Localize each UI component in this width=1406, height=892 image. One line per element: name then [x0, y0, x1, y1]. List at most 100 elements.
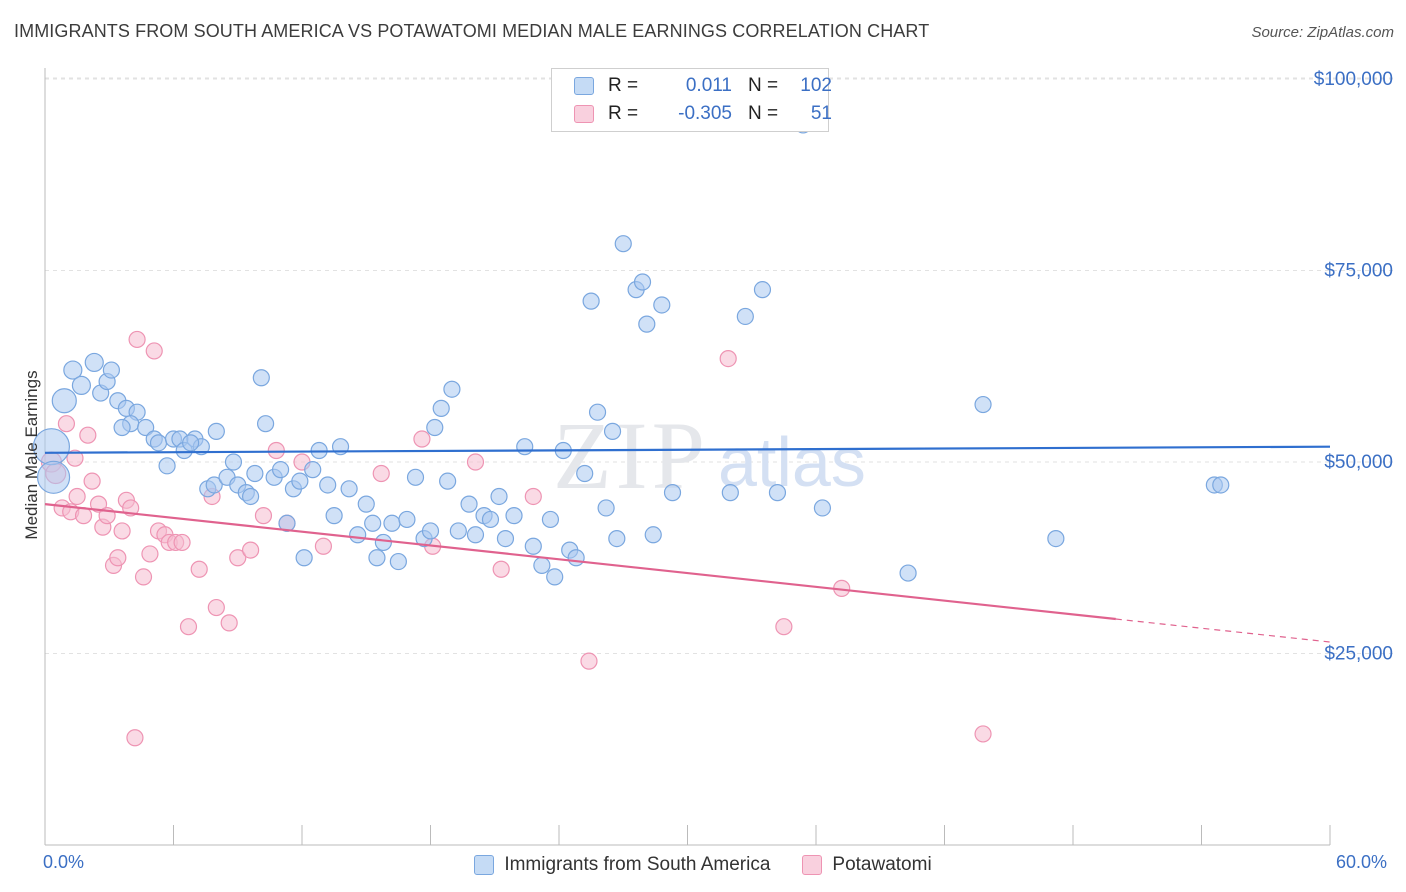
- south-america-point: [113, 418, 131, 437]
- potawatomi-point: [134, 568, 153, 586]
- south-america-point: [224, 453, 243, 471]
- y-tick-label: $100,000: [1314, 69, 1393, 90]
- legend-r-label: R =: [608, 103, 639, 124]
- potawatomi-point: [113, 522, 131, 540]
- south-america-point: [319, 476, 337, 494]
- south-america-point: [768, 484, 787, 502]
- trend-lines: [44, 445, 1331, 643]
- potawatomi-point: [207, 598, 225, 617]
- potawatomi-point: [267, 441, 285, 460]
- potawatomi-point: [141, 545, 159, 563]
- potawatomi-point: [68, 487, 86, 506]
- y-tick-labels: $25,000 $50,000 $75,000 $100,000: [1314, 69, 1393, 665]
- legend-n-label: N =: [748, 103, 779, 124]
- potawatomi-point: [524, 487, 542, 506]
- y-tick-label: $50,000: [1324, 452, 1393, 473]
- trend-line-south-america: [44, 445, 1331, 454]
- source-attribution: Source: ZipAtlas.com: [1251, 24, 1394, 41]
- potawatomi-point: [126, 729, 144, 747]
- potawatomi-point: [492, 560, 510, 578]
- chart-title: IMMIGRANTS FROM SOUTH AMERICA VS POTAWAT…: [14, 21, 930, 41]
- y-tick-label: $25,000: [1324, 644, 1393, 665]
- potawatomi-point: [775, 618, 793, 636]
- south-america-point: [813, 499, 832, 517]
- south-america-point: [205, 476, 223, 494]
- y-tick-label: $75,000: [1324, 261, 1393, 282]
- series-legend: Immigrants from South America Potawatomi: [0, 852, 1406, 878]
- watermark: ZIP atlas: [553, 402, 866, 509]
- potawatomi-point: [242, 541, 260, 559]
- potawatomi-point: [314, 537, 333, 555]
- potawatomi-point: [128, 330, 146, 349]
- south-america-point: [374, 533, 392, 552]
- potawatomi-point: [229, 549, 247, 567]
- x-axis-max-label: 60.0%: [1336, 852, 1388, 872]
- south-america-point: [481, 510, 500, 529]
- south-america-point: [63, 360, 83, 380]
- south-america-point: [84, 352, 104, 373]
- south-america-point: [51, 388, 77, 414]
- south-america-point: [102, 361, 120, 379]
- south-america-point: [246, 464, 264, 483]
- legend-swatch-pink: [574, 105, 594, 123]
- potawatomi-point: [79, 426, 97, 444]
- south-america-point: [389, 552, 407, 571]
- south-america-point: [638, 315, 656, 333]
- x-axis: [44, 68, 1331, 846]
- legend-r-value: 0.011: [685, 75, 732, 96]
- potawatomi-point: [413, 430, 431, 448]
- south-america-point: [644, 526, 662, 544]
- south-america-point: [137, 418, 155, 437]
- potawatomi-point: [254, 507, 273, 525]
- potawatomi-point: [109, 549, 127, 567]
- south-america-point: [736, 307, 754, 326]
- south-america-point: [496, 529, 515, 548]
- south-america-point: [349, 526, 367, 544]
- legend-row-south-america: R = 0.011 N = 102: [574, 73, 832, 99]
- south-america-point: [158, 457, 176, 475]
- south-america-point: [582, 292, 600, 310]
- south-america-point: [256, 415, 275, 433]
- south-america-point: [278, 514, 296, 532]
- south-america-point: [439, 472, 457, 490]
- south-america-point: [541, 510, 560, 529]
- south-america-point: [588, 403, 607, 421]
- south-america-point: [304, 461, 322, 479]
- south-america-point: [633, 273, 652, 291]
- south-america-point: [460, 495, 478, 513]
- legend-n-value: 51: [810, 103, 832, 124]
- south-america-point: [899, 564, 917, 582]
- legend-swatch-blue: [574, 77, 594, 95]
- legend-n-value: 102: [800, 75, 832, 96]
- south-america-point: [466, 526, 485, 544]
- south-america-point: [1212, 476, 1230, 494]
- south-america-point: [505, 507, 523, 525]
- correlation-legend: R = 0.011 N = 102 R = -0.305 N = 51: [551, 68, 832, 132]
- potawatomi-point: [66, 449, 84, 467]
- south-america-point: [325, 507, 343, 525]
- legend-n-label: N =: [748, 75, 779, 96]
- potawatomi-point: [89, 495, 108, 513]
- south-america-point: [576, 464, 594, 483]
- south-america-point: [443, 380, 461, 398]
- legend-label-south-america: Immigrants from South America: [504, 854, 771, 875]
- south-america-point: [603, 422, 622, 440]
- legend-r-value: -0.305: [678, 103, 732, 124]
- south-america-point: [974, 395, 992, 414]
- series-south-america-points: [32, 116, 1230, 586]
- potawatomi-point: [83, 472, 101, 490]
- south-america-point: [1047, 529, 1065, 548]
- legend-swatch-pink: [802, 855, 823, 875]
- south-america-point: [426, 418, 444, 437]
- legend-row-potawatomi: R = -0.305 N = 51: [574, 101, 832, 127]
- potawatomi-point: [145, 342, 163, 360]
- south-america-point: [663, 484, 682, 502]
- south-america-point: [398, 510, 416, 529]
- south-america-point: [449, 522, 467, 540]
- x-axis-min-label: 0.0%: [43, 852, 85, 872]
- potawatomi-point: [173, 533, 191, 552]
- south-america-point: [291, 472, 309, 490]
- potawatomi-point: [220, 614, 238, 632]
- south-america-point: [597, 499, 615, 517]
